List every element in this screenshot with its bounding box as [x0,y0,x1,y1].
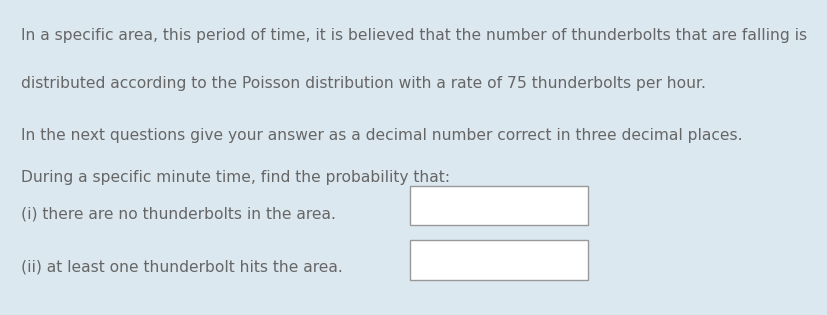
Text: (ii) at least one thunderbolt hits the area.: (ii) at least one thunderbolt hits the a… [21,260,342,275]
Text: (i) there are no thunderbolts in the area.: (i) there are no thunderbolts in the are… [21,206,335,221]
Text: distributed according to the Poisson distribution with a rate of 75 thunderbolts: distributed according to the Poisson dis… [21,76,705,91]
Text: In a specific area, this period of time, it is believed that the number of thund: In a specific area, this period of time,… [21,28,805,43]
FancyBboxPatch shape [409,240,587,280]
FancyBboxPatch shape [409,186,587,225]
Text: During a specific minute time, find the probability that:: During a specific minute time, find the … [21,170,449,185]
Text: In the next questions give your answer as a decimal number correct in three deci: In the next questions give your answer a… [21,128,741,143]
